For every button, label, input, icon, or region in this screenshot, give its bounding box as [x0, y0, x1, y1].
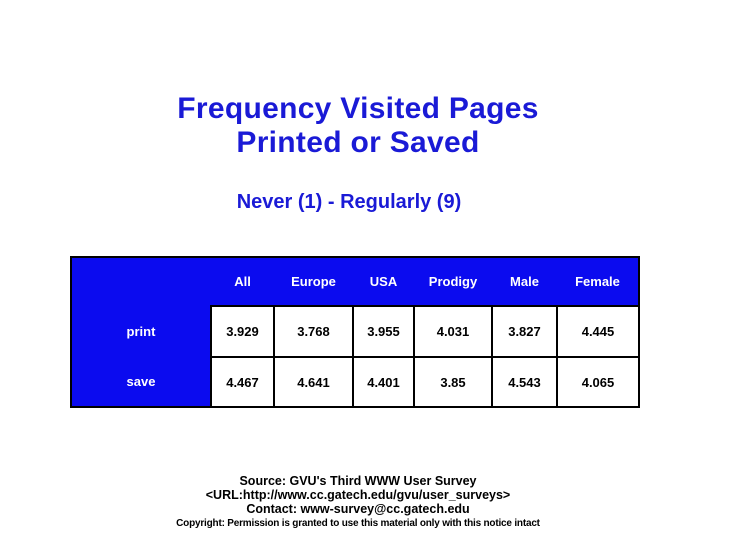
column-header-prodigy: Prodigy: [428, 274, 478, 289]
data-cell-save-prodigy: 3.85: [413, 356, 493, 408]
column-header-female: Female: [575, 274, 620, 289]
page-title-line-1: Frequency Visited Pages: [177, 92, 539, 125]
column-header-europe: Europe: [291, 274, 336, 289]
data-cell-print-all: 3.929: [210, 305, 275, 358]
data-cell-print-female: 4.445: [556, 305, 640, 358]
data-cell-save-usa: 4.401: [352, 356, 415, 408]
table-header-row: All Europe USA Prodigy Male Female: [71, 257, 639, 306]
data-cell-save-all: 4.467: [210, 356, 275, 408]
data-cell-save-female: 4.065: [556, 356, 640, 408]
table-row-save: save 4.467 4.641 4.401 3.85 4.543 4.065: [71, 356, 640, 408]
row-label-print: print: [126, 324, 156, 339]
footer-contact-line: Contact: www-survey@cc.gatech.edu: [246, 502, 470, 516]
column-header-all: All: [234, 274, 251, 289]
scale-subtitle: Never (1) - Regularly (9): [236, 191, 462, 213]
data-cell-print-prodigy: 4.031: [413, 305, 493, 358]
data-cell-print-usa: 3.955: [352, 305, 415, 358]
stats-table: All Europe USA Prodigy Male Female print…: [70, 256, 640, 408]
corner-cell: [71, 257, 211, 306]
footer: Source: GVU's Third WWW User Survey <URL…: [0, 474, 716, 531]
column-header-usa: USA: [369, 274, 398, 289]
row-label-save: save: [126, 374, 156, 389]
page-title: Frequency Visited Pages Printed or Saved: [0, 92, 716, 160]
data-cell-print-europe: 3.768: [273, 305, 354, 358]
footer-copyright-line: Copyright: Permission is granted to use …: [176, 518, 540, 529]
footer-url-line: <URL:http://www.cc.gatech.edu/gvu/user_s…: [205, 488, 511, 502]
column-header-male: Male: [510, 274, 539, 289]
data-cell-print-male: 3.827: [491, 305, 558, 358]
data-cell-save-europe: 4.641: [273, 356, 354, 408]
table-row-print: print 3.929 3.768 3.955 4.031 3.827 4.44…: [71, 305, 640, 358]
page-title-line-2: Printed or Saved: [236, 126, 480, 159]
footer-source-line: Source: GVU's Third WWW User Survey: [239, 474, 477, 488]
data-cell-save-male: 4.543: [491, 356, 558, 408]
